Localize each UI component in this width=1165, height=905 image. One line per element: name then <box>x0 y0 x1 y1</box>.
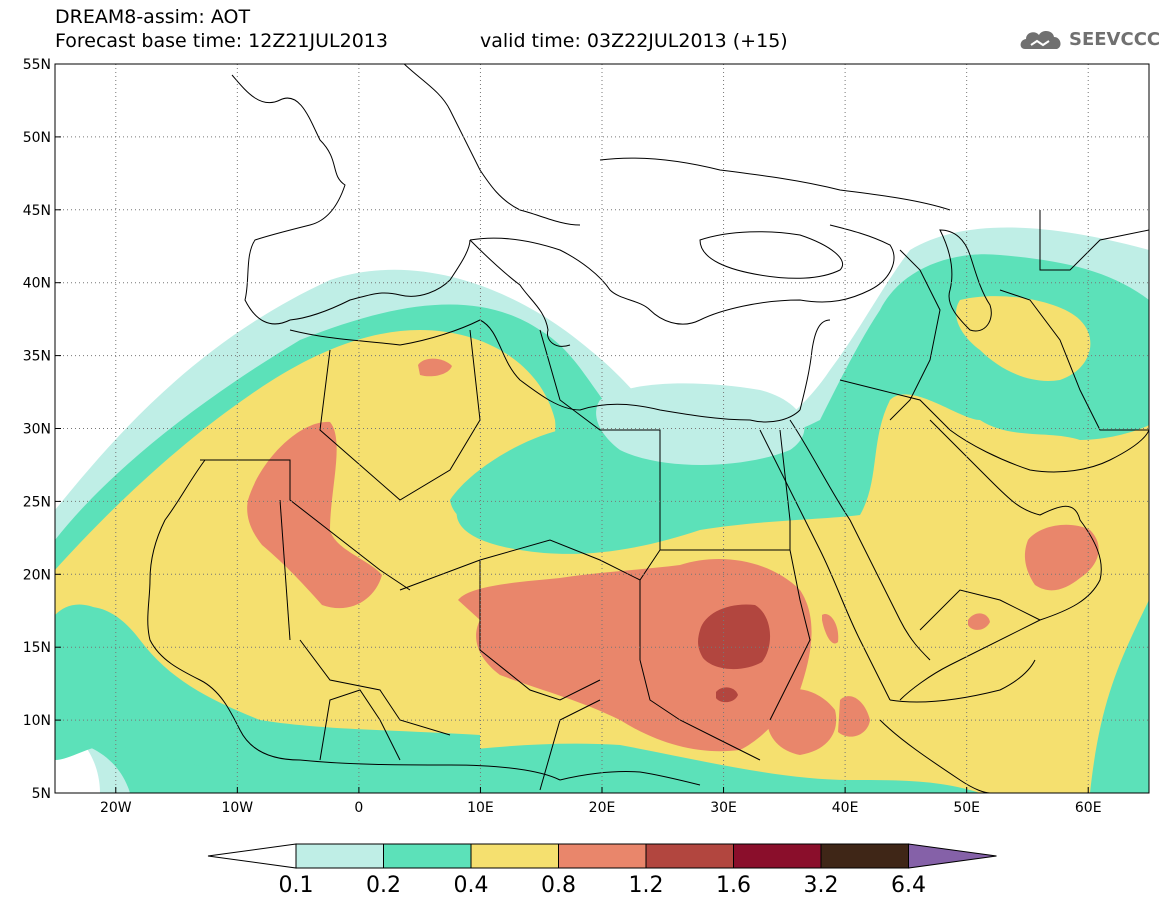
lat-tick-label: 25N <box>23 494 51 510</box>
legend-level-label: 1.2 <box>629 873 664 898</box>
lon-tick-label: 10W <box>221 800 253 816</box>
legend-color-box <box>558 843 647 869</box>
lon-tick-label: 20E <box>589 800 616 816</box>
lat-tick-label: 20N <box>23 567 51 583</box>
lat-tick-label: 40N <box>23 276 51 292</box>
lat-tick-label: 30N <box>23 422 51 438</box>
lat-tick-label: 5N <box>32 786 51 802</box>
lat-tick-label: 55N <box>23 57 51 73</box>
legend-color-box <box>645 843 734 869</box>
lon-tick-label: 20W <box>100 800 132 816</box>
lon-tick-label: 0 <box>354 800 363 816</box>
logo-text: SEEVCCC <box>1069 29 1161 50</box>
lon-tick-label: 10E <box>467 800 494 816</box>
lat-tick-label: 45N <box>23 203 51 219</box>
seevccc-logo: SEEVCCC <box>1017 25 1161 55</box>
aot-0.8-sudan <box>766 689 837 755</box>
valid-time: valid time: 03Z22JUL2013 (+15) <box>480 30 788 52</box>
lon-tick-label: 60E <box>1075 800 1102 816</box>
lat-tick-label: 15N <box>23 640 51 656</box>
aot-1.2-spot <box>716 687 738 703</box>
aot-0.1-egypt <box>596 383 805 465</box>
legend-level-label: 1.6 <box>716 873 751 898</box>
aot-0.8-morocco <box>247 421 382 609</box>
legend-level-label: 0.4 <box>454 873 489 898</box>
legend-level-label: 0.8 <box>541 873 576 898</box>
legend-color-box <box>295 843 384 869</box>
lon-ticks: 20W 10W 0 10E 20E 30E 40E 50E 60E <box>100 787 1102 816</box>
legend-color-box <box>470 843 559 869</box>
legend-over-triangle <box>908 843 997 869</box>
lon-tick-label: 50E <box>953 800 980 816</box>
lat-ticks: 55N 50N 45N 40N 35N 30N 25N 20N 15N 10N 5N <box>23 57 61 802</box>
lon-tick-label: 40E <box>832 800 859 816</box>
legend-level-label: 3.2 <box>804 873 839 898</box>
lat-tick-label: 10N <box>23 713 51 729</box>
forecast-base-time: Forecast base time: 12Z21JUL2013 <box>55 30 388 52</box>
lat-tick-label: 35N <box>23 349 51 365</box>
legend-color-box <box>733 843 822 869</box>
aot-0.8-sahel <box>458 558 812 752</box>
legend-level-label: 6.4 <box>891 873 926 898</box>
legend-level-label: 0.1 <box>279 873 314 898</box>
aot-0.2-sahel <box>55 606 480 775</box>
aot-0.8-ethiopia <box>838 696 870 737</box>
aot-0.8-algeria-spot <box>418 358 452 377</box>
aot-0.8-yemen <box>968 613 990 630</box>
legend-color-box <box>820 843 909 869</box>
aot-0.8-eritrea <box>822 614 839 644</box>
lat-tick-label: 50N <box>23 130 51 146</box>
legend-color-box <box>383 843 472 869</box>
cloud-icon <box>1020 31 1061 49</box>
legend-level-label: 0.2 <box>366 873 401 898</box>
map-title: DREAM8-assim: AOT <box>55 6 251 28</box>
grid-lines <box>55 64 1149 793</box>
aot-1.2-sudan-core <box>698 604 771 670</box>
lon-tick-label: 30E <box>710 800 737 816</box>
aot-0.4-iran <box>956 296 1091 381</box>
legend-under-triangle <box>207 843 297 869</box>
